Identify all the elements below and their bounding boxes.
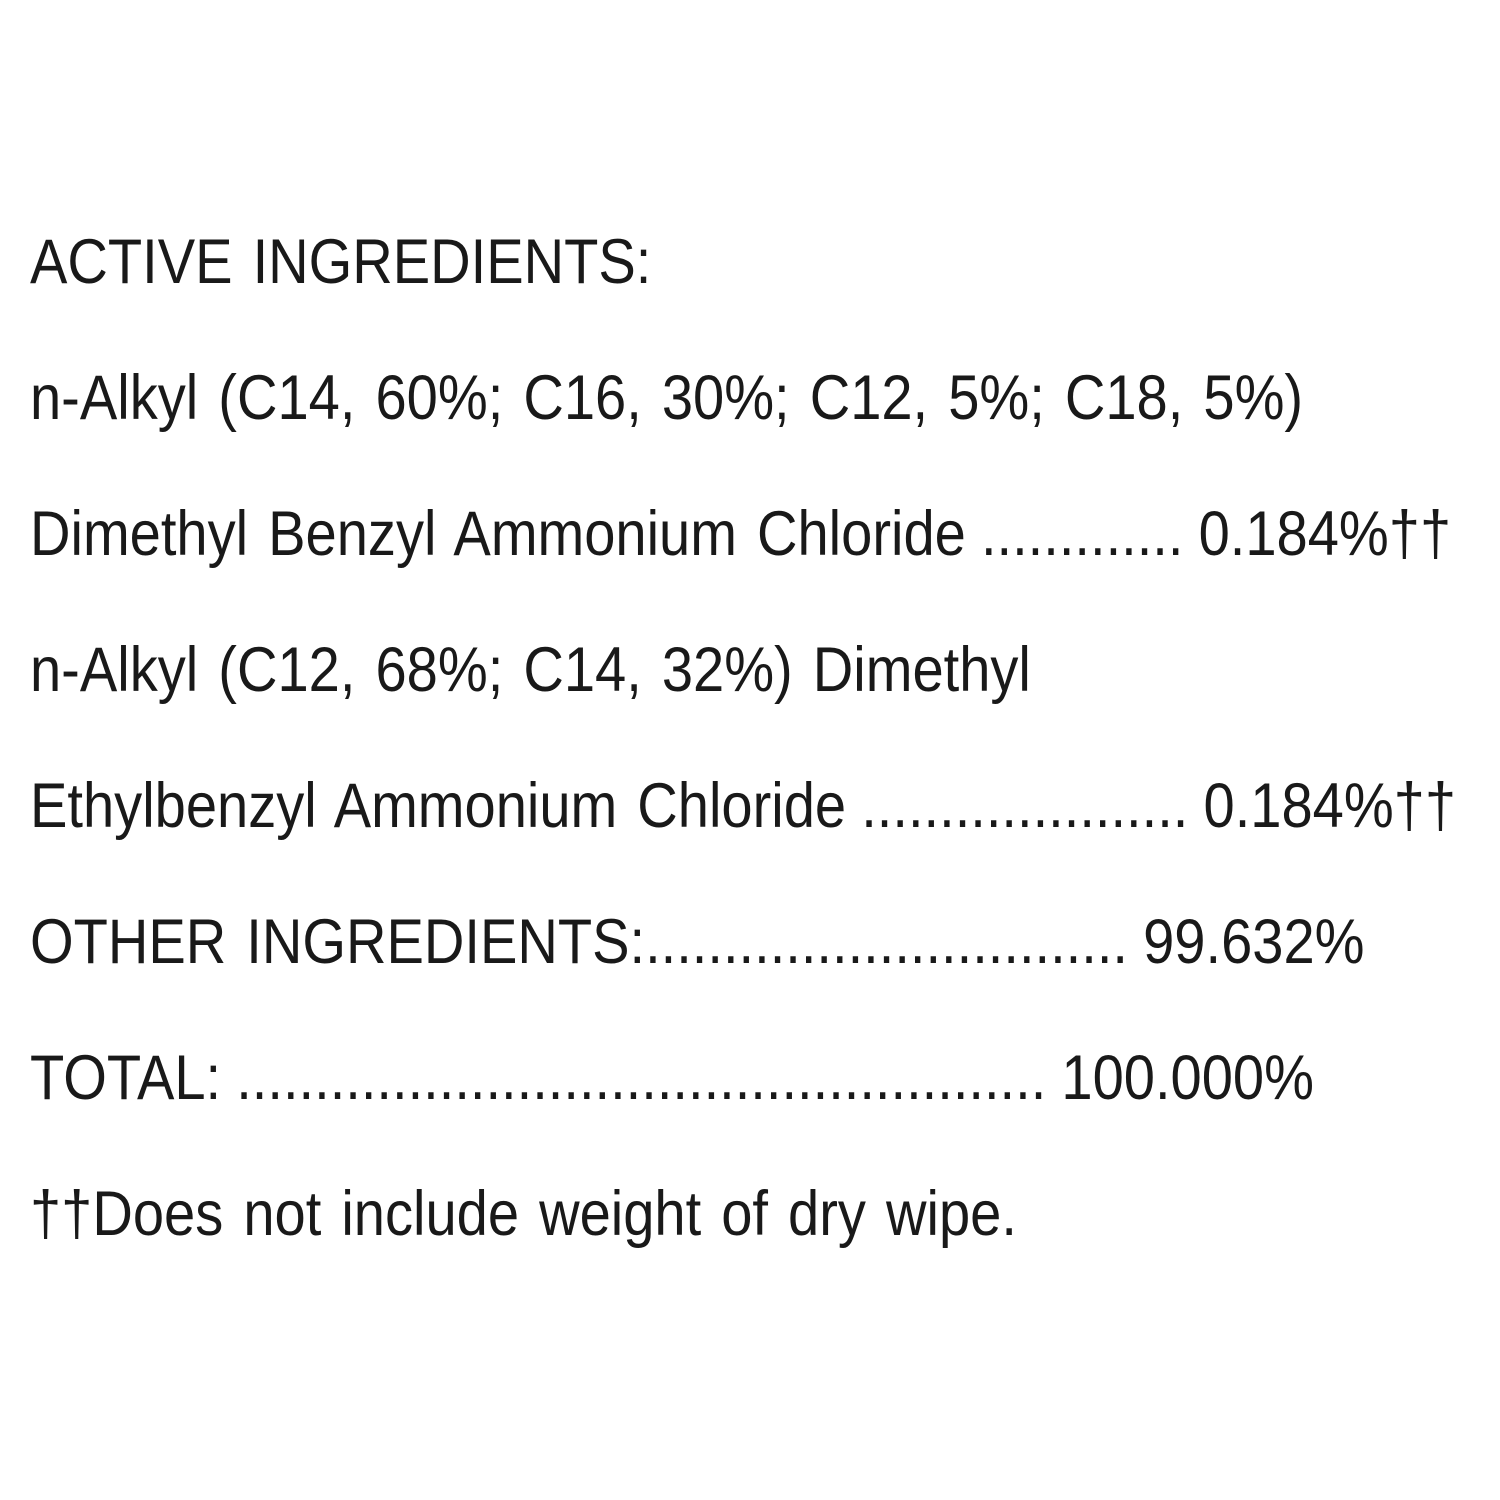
dot-leader: ..................... <box>861 771 1189 841</box>
active-ingredient-1-line-2: Dimethyl Benzyl Ammonium Chloride ......… <box>30 466 1456 602</box>
total-percentage: 100.000% <box>1061 1043 1314 1113</box>
ingredient-2-percentage: 0.184%†† <box>1203 771 1457 841</box>
heading-text: ACTIVE INGREDIENTS: <box>30 227 652 297</box>
active-ingredient-2-line-1: n-Alkyl (C12, 68%; C14, 32%) Dimethyl <box>30 602 1456 738</box>
active-ingredient-2-line-2: Ethylbenzyl Ammonium Chloride ..........… <box>30 738 1456 874</box>
ingredient-2-name: Ethylbenzyl Ammonium Chloride <box>30 771 847 841</box>
other-ingredients-percentage: 99.632% <box>1143 907 1365 977</box>
ingredient-1-composition: n-Alkyl (C14, 60%; C16, 30%; C12, 5%; C1… <box>30 363 1304 433</box>
dot-leader: ............................... <box>645 907 1128 977</box>
other-ingredients-row: OTHER INGREDIENTS: .....................… <box>30 874 1456 1010</box>
total-row: TOTAL: .................................… <box>30 1010 1456 1146</box>
footnote: ††Does not include weight of dry wipe. <box>30 1146 1456 1282</box>
active-ingredients-heading: ACTIVE INGREDIENTS: <box>30 194 1456 330</box>
footnote-text: ††Does not include weight of dry wipe. <box>30 1179 1017 1249</box>
active-ingredient-1-line-1: n-Alkyl (C14, 60%; C16, 30%; C12, 5%; C1… <box>30 330 1456 466</box>
dot-leader: ........................................… <box>236 1043 1047 1113</box>
ingredients-label: ACTIVE INGREDIENTS: n-Alkyl (C14, 60%; C… <box>30 194 1500 1282</box>
ingredient-2-composition: n-Alkyl (C12, 68%; C14, 32%) Dimethyl <box>30 635 1031 705</box>
ingredient-1-percentage: 0.184%†† <box>1198 499 1452 569</box>
ingredient-1-name: Dimethyl Benzyl Ammonium Chloride <box>30 499 966 569</box>
other-ingredients-label: OTHER INGREDIENTS: <box>30 907 646 977</box>
dot-leader: ............. <box>980 499 1184 569</box>
total-label: TOTAL: <box>30 1043 222 1113</box>
